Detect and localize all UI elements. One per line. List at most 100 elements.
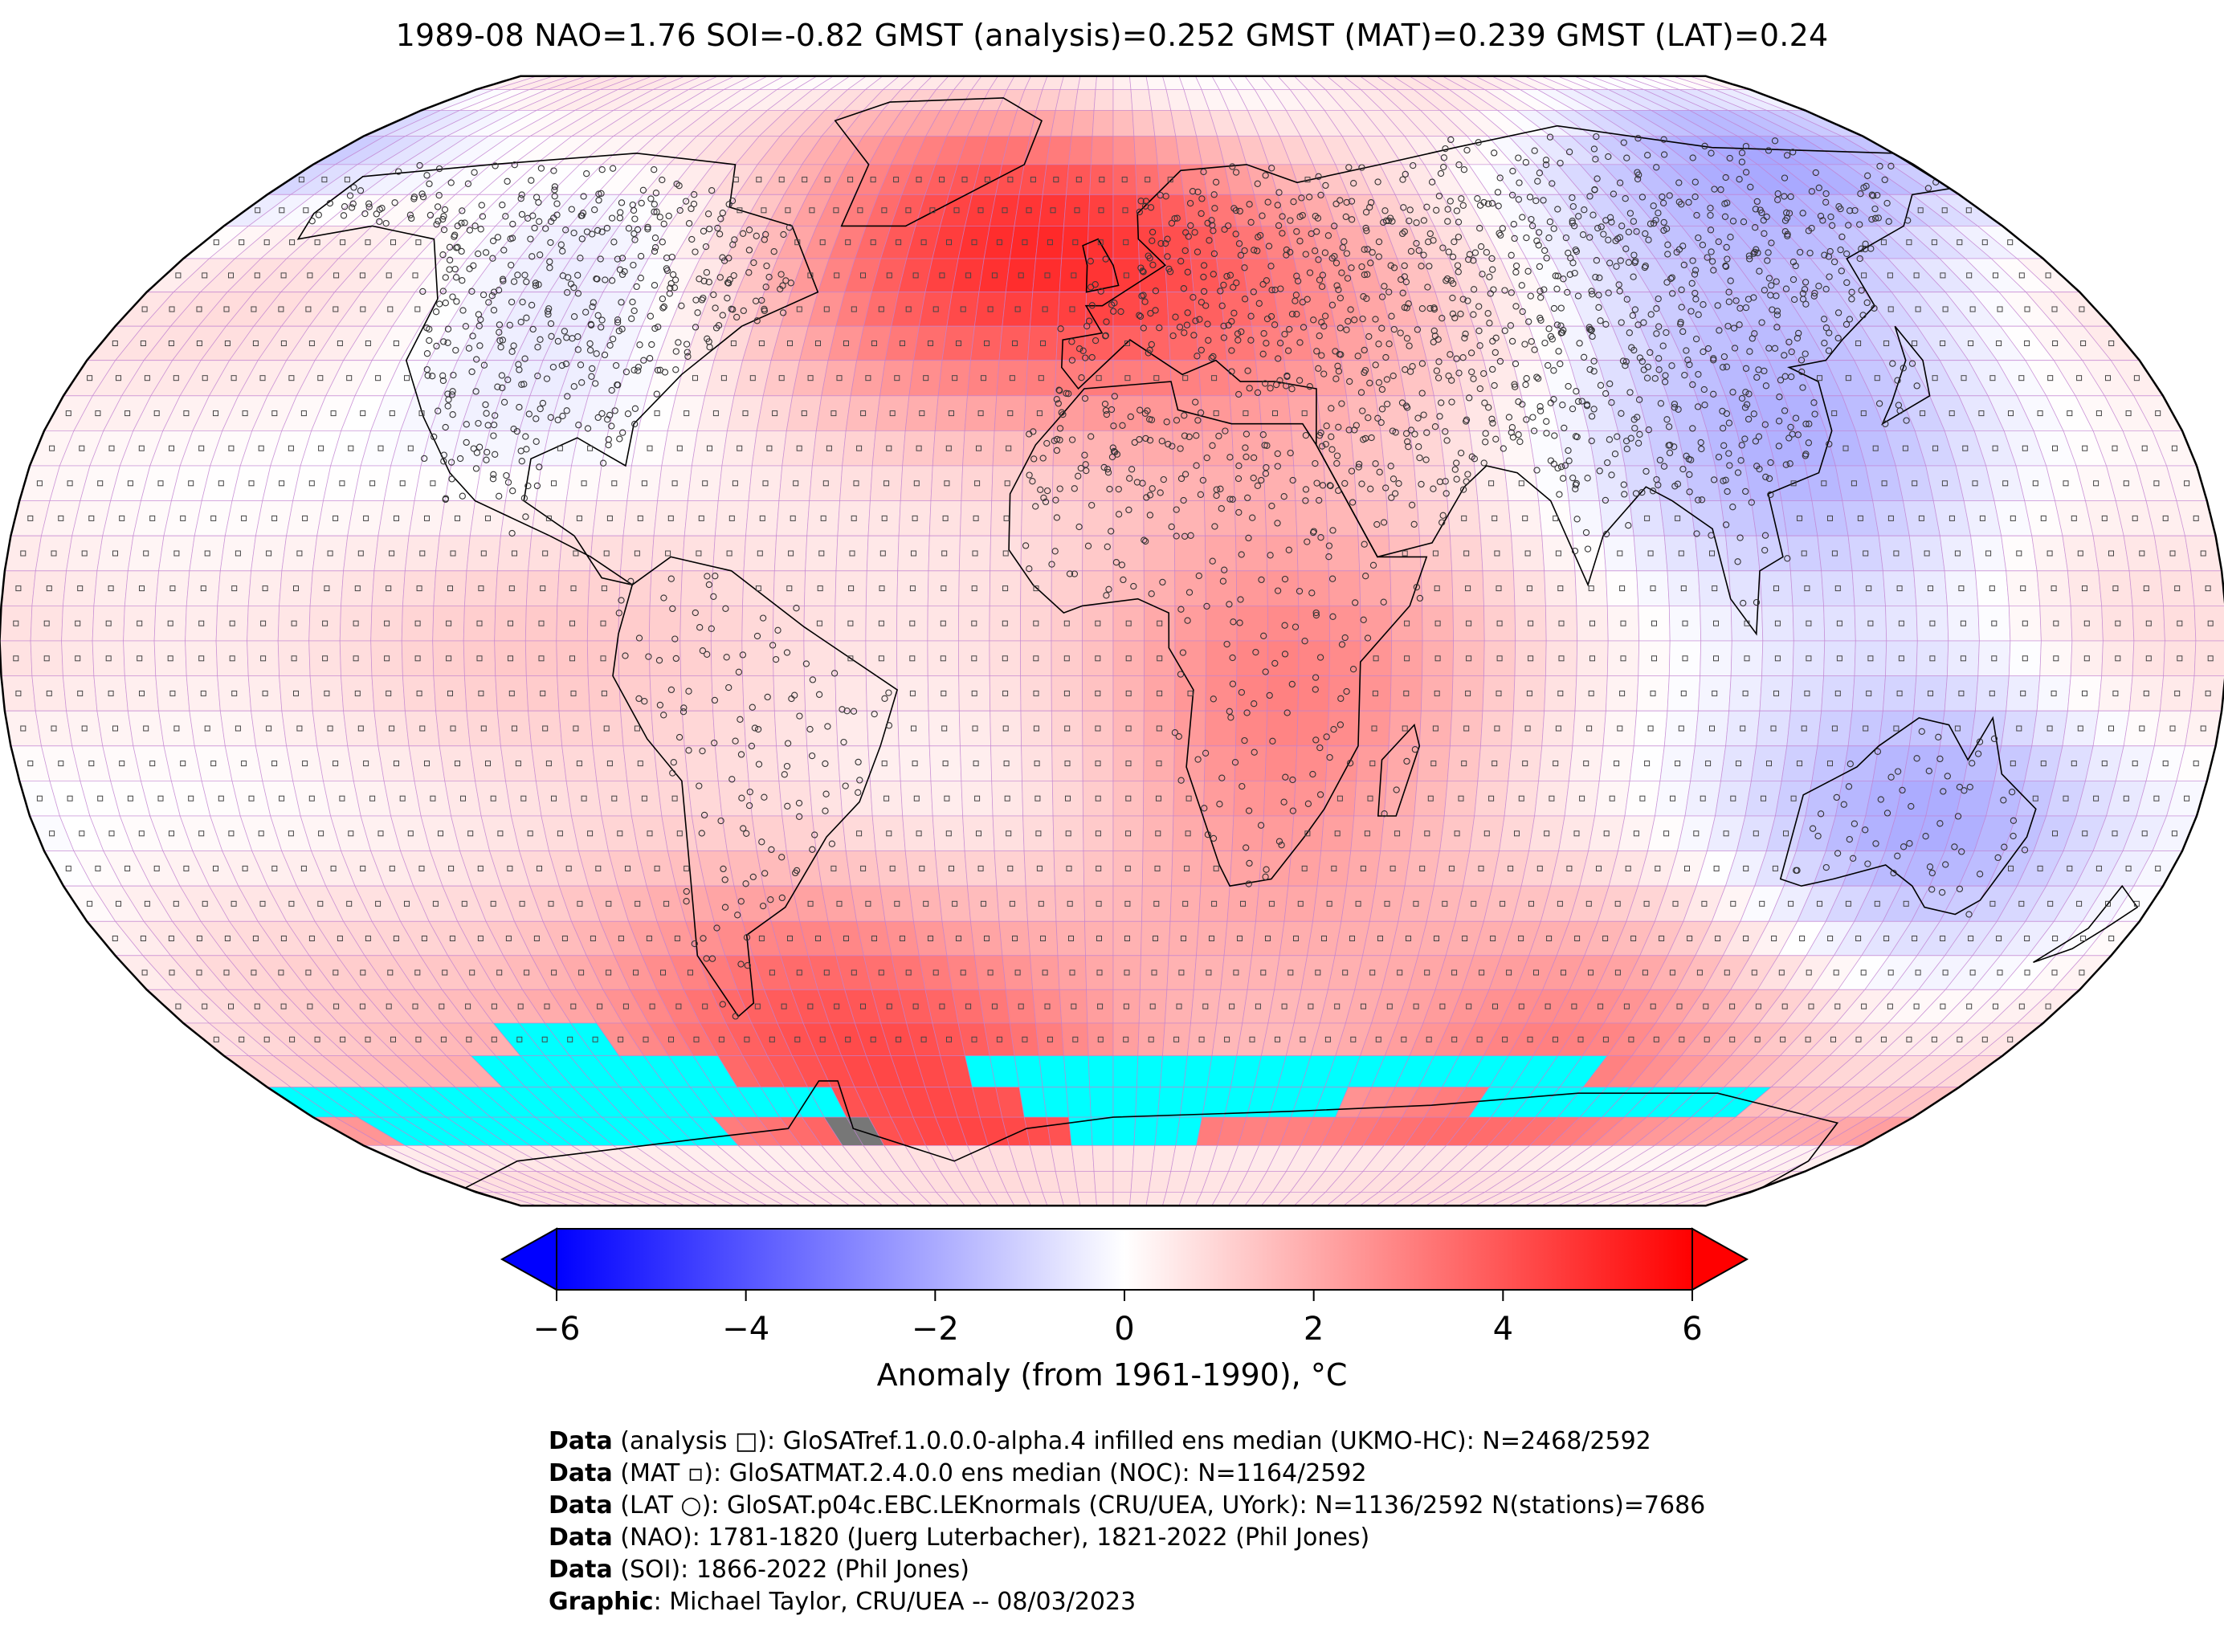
grid-cell <box>1316 850 1352 887</box>
grid-cell <box>1132 109 1156 137</box>
grid-cell <box>898 745 932 781</box>
grid-cell <box>1629 500 1665 536</box>
grid-cell <box>1020 640 1052 676</box>
grid-cell <box>251 535 288 572</box>
grid-cell <box>869 465 904 501</box>
grid-cell <box>1205 640 1238 676</box>
grid-cell <box>687 465 723 501</box>
anomaly-grid-cells <box>0 75 2224 1206</box>
grid-cell <box>1018 164 1047 195</box>
grid-cell <box>996 360 1028 397</box>
grid-cell <box>463 570 498 606</box>
grid-cell <box>959 500 993 536</box>
grid-cell <box>1356 500 1389 536</box>
grid-cell <box>1112 430 1144 467</box>
grid-cell <box>2092 535 2130 572</box>
grid-cell <box>556 640 589 676</box>
grid-cell <box>1174 570 1206 606</box>
grid-cell <box>1204 535 1237 572</box>
grid-cell <box>2123 710 2161 747</box>
grid-cell <box>2092 710 2130 747</box>
grid-cell <box>93 570 129 606</box>
grid-cell <box>1388 710 1422 747</box>
grid-cell <box>1074 89 1096 111</box>
grid-cell <box>1789 675 1825 712</box>
grid-cell <box>835 675 867 712</box>
grid-cell <box>1020 675 1052 712</box>
grid-cell <box>1297 675 1330 712</box>
grid-cell <box>1039 1055 1067 1088</box>
grid-cell <box>524 640 558 676</box>
grid-cell <box>1410 430 1445 467</box>
grid-cell <box>1112 1116 1136 1146</box>
grid-cell <box>1759 570 1793 606</box>
grid-cell <box>620 535 655 572</box>
grid-cell <box>31 675 67 712</box>
grid-cell <box>1022 815 1055 851</box>
grid-cell <box>1027 920 1059 957</box>
grid-cell <box>219 710 256 747</box>
grid-cell <box>1087 1022 1114 1056</box>
grid-cell <box>316 745 354 781</box>
grid-cell <box>2031 710 2068 747</box>
grid-cell <box>343 535 379 572</box>
grid-cell <box>748 465 783 501</box>
grid-cell <box>1229 395 1263 431</box>
grid-cell <box>1416 745 1451 781</box>
grid-cell <box>1112 850 1144 887</box>
grid-cell <box>308 640 341 676</box>
grid-cell <box>1226 360 1259 397</box>
grid-cell <box>930 465 964 501</box>
grid-cell <box>1357 710 1391 747</box>
grid-cell <box>1725 710 1761 747</box>
grid-cell <box>742 675 775 712</box>
grid-cell <box>1541 535 1576 572</box>
grid-cell <box>1512 675 1546 712</box>
grid-cell <box>618 675 652 712</box>
grid-cell <box>913 325 948 361</box>
grid-cell <box>309 675 345 712</box>
grid-cell <box>745 500 780 536</box>
grid-cell <box>1667 570 1701 606</box>
grid-cell <box>1480 710 1514 747</box>
grid-cell <box>35 535 73 572</box>
grid-cell <box>1638 606 1671 642</box>
grid-cell <box>773 535 808 572</box>
grid-cell <box>1266 535 1299 572</box>
grid-cell <box>2070 606 2104 642</box>
grid-cell <box>1792 606 1826 642</box>
grid-cell <box>989 570 1022 606</box>
grid-cell <box>957 640 990 676</box>
grid-cell <box>494 606 527 642</box>
grid-cell <box>587 570 622 606</box>
grid-cell <box>964 395 998 431</box>
grid-cell <box>1174 675 1206 712</box>
grid-cell <box>528 710 563 747</box>
grid-cell <box>897 535 930 572</box>
grid-cell <box>1023 395 1055 431</box>
grid-cell <box>1538 500 1573 536</box>
grid-cell <box>1173 500 1206 536</box>
grid-cell <box>1946 640 1980 676</box>
grid-cell <box>308 606 341 642</box>
grid-cell <box>1059 75 1081 90</box>
grid-cell <box>186 570 221 606</box>
grid-cell <box>1267 570 1300 606</box>
grid-cell <box>586 606 620 642</box>
grid-cell <box>469 745 506 781</box>
grid-cell <box>1750 745 1788 781</box>
grid-cell <box>651 535 685 572</box>
grid-cell <box>1247 955 1280 990</box>
grid-cell <box>495 675 529 712</box>
grid-cell <box>1508 745 1543 781</box>
grid-cell <box>837 500 871 536</box>
grid-cell <box>1166 955 1197 990</box>
grid-cell <box>1598 745 1634 781</box>
grid-cell <box>1093 1171 1114 1193</box>
grid-cell <box>404 710 440 747</box>
grid-cell <box>1697 675 1732 712</box>
grid-cell <box>1030 292 1060 327</box>
grid-cell <box>1141 360 1173 397</box>
grid-cell <box>2159 570 2195 606</box>
grid-cell <box>1564 465 1600 501</box>
